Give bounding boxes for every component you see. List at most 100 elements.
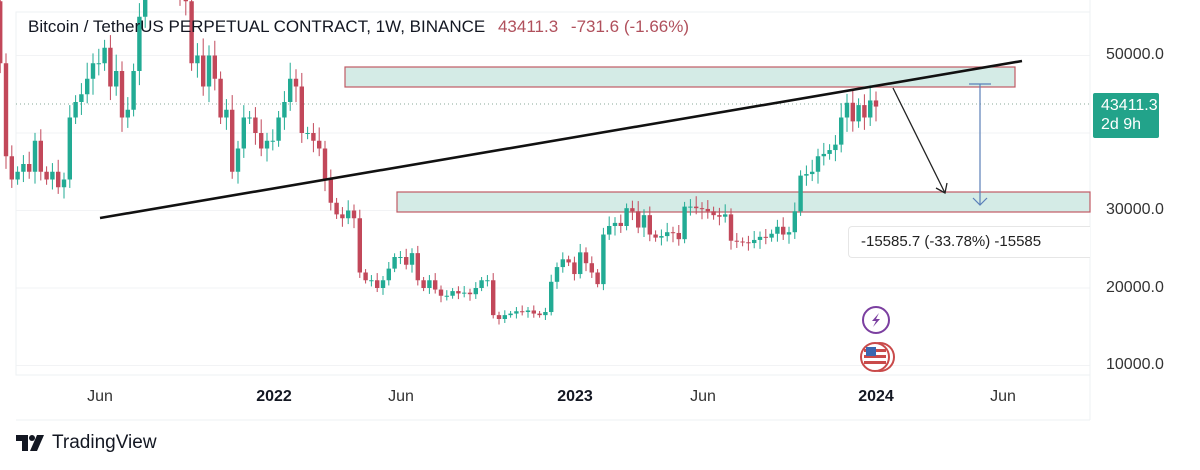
- candle: [508, 313, 513, 316]
- candle: [293, 78, 299, 87]
- candle: [276, 117, 281, 141]
- candle: [253, 117, 258, 133]
- candle: [421, 280, 426, 288]
- candle: [641, 215, 647, 228]
- candle: [369, 280, 374, 282]
- candle: [131, 71, 136, 110]
- candle: [311, 133, 316, 141]
- candle: [833, 144, 838, 151]
- candle: [717, 215, 722, 217]
- candle: [740, 241, 745, 243]
- candle: [224, 109, 229, 118]
- candle: [670, 232, 676, 234]
- candle: [850, 102, 855, 122]
- candle: [723, 214, 728, 217]
- trendline[interactable]: [99, 59, 1023, 220]
- candle: [143, 0, 148, 17]
- candle: [270, 140, 275, 142]
- candle: [346, 210, 351, 219]
- bar-countdown: 2d 9h: [1101, 116, 1142, 133]
- lightning-event-icon[interactable]: [861, 305, 891, 335]
- candle: [67, 117, 72, 180]
- candle: [601, 234, 606, 285]
- candle: [427, 280, 432, 288]
- candle: [0, 1, 3, 64]
- candle: [317, 140, 322, 149]
- candle: [560, 259, 565, 268]
- candle: [578, 252, 583, 275]
- symbol-title[interactable]: Bitcoin / TetherUS PERPETUAL CONTRACT, 1…: [28, 17, 486, 36]
- candle: [781, 226, 786, 235]
- candle: [328, 179, 333, 203]
- candle: [705, 208, 710, 212]
- candle: [415, 253, 420, 281]
- candle: [711, 211, 716, 216]
- candle: [102, 47, 107, 64]
- candle: [27, 164, 32, 172]
- candle: [230, 109, 235, 172]
- candle: [3, 63, 9, 157]
- candle: [757, 236, 763, 240]
- candle: [462, 292, 467, 294]
- candle: [531, 310, 536, 314]
- candle: [114, 71, 119, 87]
- candle: [404, 257, 409, 265]
- candle: [595, 272, 600, 285]
- candle: [189, 1, 194, 64]
- candle: [659, 236, 664, 238]
- candle: [839, 117, 844, 145]
- candle: [334, 202, 339, 215]
- y-tick-label: 50000.0: [1106, 46, 1164, 63]
- candle: [537, 313, 542, 316]
- candle: [804, 174, 809, 176]
- lower-support-zone[interactable]: [396, 191, 1091, 213]
- candle: [305, 133, 310, 134]
- x-tick-label: 2024: [858, 388, 894, 405]
- candle: [798, 175, 803, 212]
- candle: [108, 47, 113, 87]
- candle: [351, 210, 357, 219]
- candle: [734, 240, 739, 242]
- candle: [85, 78, 90, 95]
- candle: [456, 291, 461, 294]
- candle: [624, 208, 629, 226]
- candle: [212, 55, 217, 79]
- candle: [264, 140, 270, 149]
- x-tick-label: Jun: [690, 388, 716, 405]
- candle: [775, 226, 780, 234]
- candle: [792, 211, 797, 233]
- upper-resistance-zone[interactable]: [344, 66, 1016, 88]
- price-badge: 43411.3 2d 9h: [1093, 93, 1159, 138]
- candle: [467, 292, 473, 295]
- y-tick-label: 20000.0: [1106, 279, 1164, 296]
- candle: [96, 63, 101, 65]
- candle: [322, 148, 328, 180]
- candle: [247, 117, 252, 119]
- price-range-measure[interactable]: [969, 83, 991, 206]
- candle: [810, 171, 815, 175]
- candle: [827, 150, 832, 154]
- candle: [56, 171, 61, 188]
- candle: [612, 222, 618, 226]
- y-tick-label: 10000.0: [1106, 356, 1164, 373]
- candle: [607, 226, 612, 235]
- candle: [79, 94, 84, 102]
- last-price: 43411.3: [497, 17, 559, 36]
- candle: [450, 291, 455, 296]
- candle: [485, 280, 490, 282]
- candle: [763, 236, 768, 238]
- candle: [433, 280, 438, 290]
- candle: [119, 71, 125, 118]
- candle: [694, 206, 699, 209]
- us-flag-economic-event-icon[interactable]: [858, 340, 898, 374]
- candle: [491, 280, 496, 316]
- candle: [473, 288, 478, 295]
- candle: [630, 208, 635, 212]
- candle: [502, 315, 507, 319]
- tradingview-brand[interactable]: TradingView: [16, 432, 157, 454]
- candle: [195, 55, 200, 64]
- candle: [38, 140, 43, 172]
- projection-arrow[interactable]: [892, 87, 948, 195]
- candle: [844, 102, 850, 118]
